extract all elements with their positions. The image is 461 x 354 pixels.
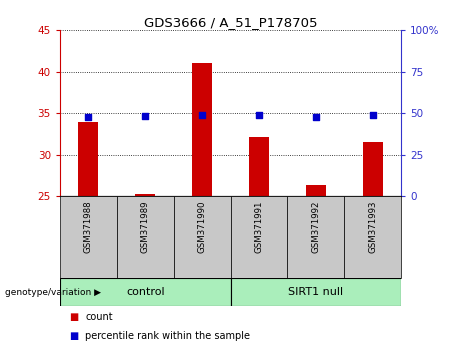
Text: ■: ■ (69, 331, 78, 341)
Title: GDS3666 / A_51_P178705: GDS3666 / A_51_P178705 (144, 16, 317, 29)
Bar (117, 196, 174, 278)
Point (369, 112, 376, 118)
Text: percentile rank within the sample: percentile rank within the sample (85, 331, 250, 341)
Text: GSM371990: GSM371990 (198, 200, 207, 253)
Bar (60, 278, 230, 306)
Text: genotype/variation ▶: genotype/variation ▶ (5, 287, 100, 297)
Text: ■: ■ (69, 312, 78, 322)
Bar (135, 194, 155, 196)
Bar (363, 142, 383, 196)
Text: count: count (85, 312, 113, 322)
Bar (249, 137, 269, 196)
Point (85, 114, 92, 119)
Bar (60, 196, 117, 278)
Bar (287, 196, 344, 278)
Bar (230, 196, 287, 278)
Bar (174, 196, 230, 278)
Point (142, 113, 149, 119)
Point (255, 112, 263, 118)
Text: GSM371991: GSM371991 (254, 200, 263, 253)
Bar (230, 278, 401, 306)
Bar (78, 122, 98, 196)
Text: GSM371988: GSM371988 (84, 200, 93, 253)
Text: GSM371993: GSM371993 (368, 200, 377, 253)
Text: control: control (126, 287, 165, 297)
Point (312, 115, 319, 120)
Bar (192, 63, 212, 196)
Text: GSM371989: GSM371989 (141, 200, 150, 253)
Point (198, 112, 206, 118)
Bar (306, 185, 326, 196)
Text: GSM371992: GSM371992 (311, 200, 320, 253)
Bar (344, 196, 401, 278)
Text: SIRT1 null: SIRT1 null (288, 287, 343, 297)
